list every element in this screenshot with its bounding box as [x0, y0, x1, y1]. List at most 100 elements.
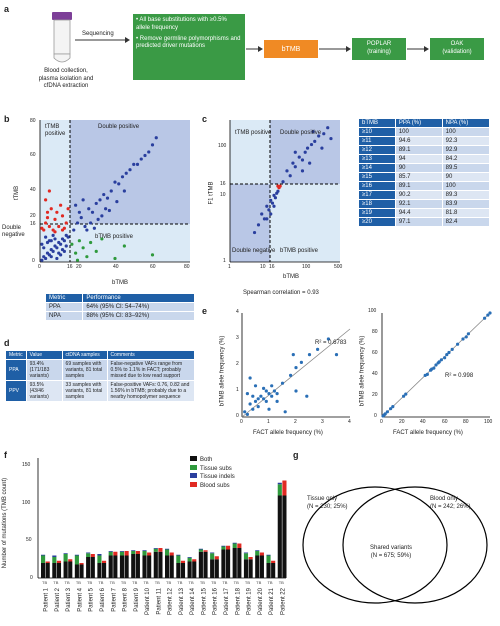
- c-data-point: [300, 158, 305, 162]
- c-data-point: [293, 150, 297, 154]
- chart-e-left-scatter: [241, 313, 351, 418]
- e-left-point: [275, 399, 279, 403]
- e-left-point: [256, 397, 260, 401]
- c-data-point: [252, 230, 257, 235]
- f-bar-segment: [147, 552, 152, 556]
- e-left-point: [267, 392, 271, 396]
- f-bar-segment: [187, 557, 192, 562]
- f-bar-segment: [248, 559, 253, 578]
- b-data-point: [60, 214, 65, 218]
- f-bar-segment: [176, 554, 181, 556]
- d-table-cell: False-negative VAFs range from 0.5% to 1…: [106, 359, 196, 381]
- b-xtick-80: 80: [184, 264, 190, 270]
- b-data-point: [128, 168, 132, 172]
- e-right-point: [402, 394, 406, 398]
- f-bar-segment: [214, 556, 219, 560]
- c-ytick-100: 100: [218, 143, 227, 149]
- f-bar-segment: [41, 555, 46, 563]
- c-table-cell: ≥13: [358, 154, 396, 164]
- c-data-point: [326, 126, 330, 130]
- e-left-point: [272, 389, 276, 393]
- b-data-point: [135, 162, 140, 166]
- b-data-point: [92, 226, 96, 230]
- f-bar-segment: [102, 560, 107, 563]
- oak-title: OAK: [450, 41, 464, 47]
- venn-shared-n: (N = 675; 59%): [370, 552, 412, 559]
- f-bar-segment: [135, 554, 140, 578]
- b-xtick-16: 16: [67, 264, 73, 270]
- f-patient-label: Patient 11: [156, 587, 162, 614]
- f-bar-segment: [169, 555, 174, 578]
- c-data-point: [276, 189, 280, 193]
- e-right-point: [404, 392, 408, 396]
- c-xtick-16: 16: [269, 264, 275, 270]
- f-patient-label: Patient 10: [145, 587, 151, 615]
- venn-blood-n: (N = 242; 26%): [430, 503, 471, 510]
- legend-tissue-subs: Tissue subs: [190, 464, 235, 474]
- f-bar-segment: [198, 549, 203, 552]
- f-bar-segment: [198, 548, 203, 550]
- f-ytick: 100: [22, 500, 31, 506]
- f-bar-letters: TB: [279, 580, 284, 585]
- b-data-point: [113, 256, 117, 261]
- d-table-cell: 69 samples with variants, 81 total sampl…: [61, 359, 108, 381]
- f-bar-letters: TB: [222, 580, 227, 585]
- f-bar-letters: TB: [110, 580, 115, 585]
- e-left-point: [270, 384, 274, 388]
- c-table-cell: ≥20: [358, 217, 396, 227]
- e-right-point: [483, 316, 487, 320]
- e-left-xtick: 0: [240, 419, 243, 425]
- c-data-point: [305, 146, 310, 150]
- b-data-point: [83, 224, 87, 229]
- c-data-point: [300, 169, 305, 173]
- e-left-point: [305, 394, 309, 398]
- c-table-cell: 84.2: [441, 154, 491, 164]
- b-data-point: [75, 258, 80, 262]
- c-data-point: [317, 134, 321, 138]
- e-right-point: [430, 367, 434, 371]
- f-bar-segment: [277, 495, 282, 578]
- legend-label: Blood subs: [200, 483, 230, 490]
- d-table-header: Comments: [106, 350, 196, 360]
- b-region-double-positive: Double positive: [98, 124, 140, 130]
- b-data-point: [51, 249, 55, 253]
- venn-blood-label: Blood only: [430, 496, 459, 502]
- e-left-point: [299, 360, 303, 364]
- f-bar-segment: [45, 561, 50, 563]
- f-bar-segment: [255, 555, 260, 578]
- e-right-point: [389, 407, 393, 411]
- c-table-cell: ≥10: [358, 127, 396, 137]
- b-table-header-metric: Metric: [44, 293, 84, 303]
- b-data-point: [53, 217, 57, 221]
- e-left-point: [264, 389, 268, 393]
- c-table-cell: 89.5: [441, 163, 491, 173]
- f-bar-segment: [79, 563, 84, 565]
- b-data-point: [104, 207, 108, 211]
- f-bar-segment: [108, 555, 113, 578]
- b-data-point: [70, 242, 74, 246]
- e-left-ytick: 2: [236, 361, 239, 367]
- e-left-point: [245, 412, 249, 416]
- c-table-cell: ≥11: [358, 136, 396, 146]
- f-bar-segment: [124, 551, 129, 556]
- panel-label-f: f: [4, 450, 7, 460]
- f-bar-segment: [97, 555, 102, 563]
- b-data-point: [51, 233, 55, 237]
- tube-caption: Blood collection, plasma isolation and c…: [38, 68, 94, 89]
- f-bar-segment: [153, 548, 158, 552]
- f-bar-segment: [192, 559, 197, 562]
- b-ylabel: tTMB: [14, 185, 21, 201]
- e-right-ytick: 100: [368, 308, 377, 314]
- e-right-point: [425, 372, 429, 376]
- f-bar-segment: [108, 551, 113, 556]
- b-data-point: [124, 171, 128, 175]
- f-bar-segment: [63, 554, 68, 562]
- b-data-point: [42, 246, 46, 250]
- f-bar-segment: [255, 551, 260, 556]
- f-bar-segment: [131, 550, 136, 551]
- btmb-box: bTMB: [264, 40, 318, 58]
- d-table-header: Value: [25, 350, 63, 360]
- b-data-point: [55, 256, 59, 261]
- e-right-point: [383, 412, 387, 416]
